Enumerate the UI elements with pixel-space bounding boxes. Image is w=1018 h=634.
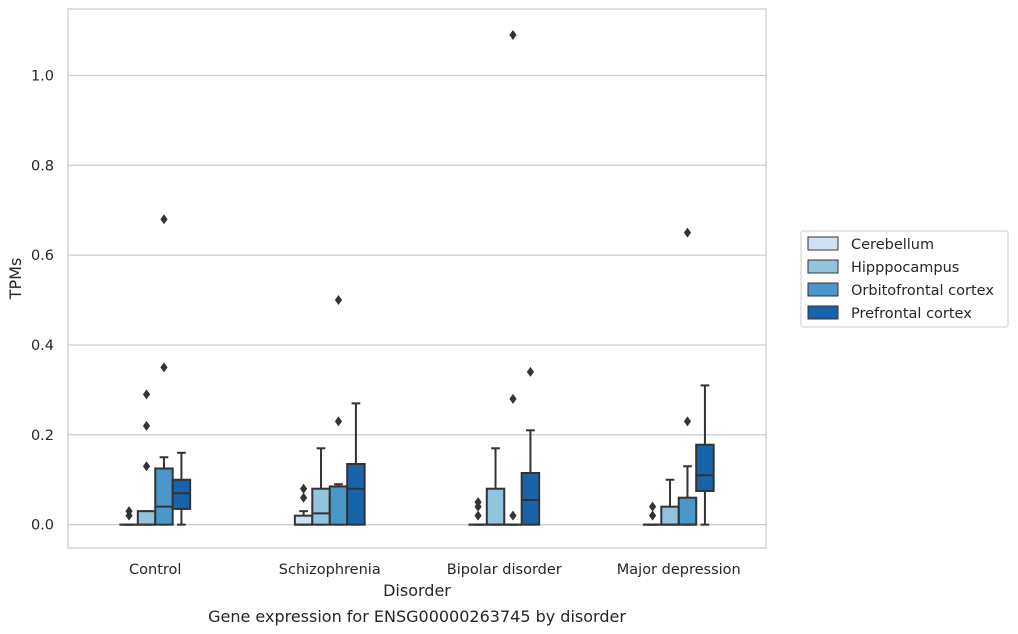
outlier-point [509,30,517,41]
outlier-point [474,497,482,508]
y-tick-label: 0.4 [31,338,54,354]
box [677,496,698,526]
box [171,478,192,510]
box-plot [346,402,366,526]
box-plot [660,478,680,526]
outlier-point [334,295,343,306]
legend-swatch-prefrontal [807,305,839,320]
y-tick-label: 0.8 [31,158,54,174]
outlier-point [648,510,657,521]
outlier-point [142,420,151,431]
x-tick-labels: Control Schizophrenia Bipolar disorder Majo… [129,562,741,578]
box-plots [119,30,715,526]
box-plot [695,384,715,526]
legend-swatch-hippocampus [807,259,839,274]
x-tick-label: Control [129,562,181,578]
y-tick-label: 0.6 [31,248,54,264]
x-tick-label: Bipolar disorder [447,562,562,578]
box [293,514,314,526]
box [346,463,366,526]
legend-label-cerebellum: Cerebellum [851,237,934,253]
box-plot [171,451,192,526]
outlier-point [125,506,133,517]
chart-caption: Gene expression for ENSG00000263745 by d… [208,607,626,626]
outlier-point [648,501,657,512]
box [660,505,680,526]
outlier-point [526,366,535,377]
outlier-point [142,461,151,472]
box-plot [311,447,331,526]
legend-swatch-cerebellum [807,236,839,251]
legend-label-hippocampus: Hipppocampus [851,260,959,276]
x-axis-title: Disorder [383,581,451,600]
box [154,467,174,526]
box [136,510,157,526]
box [520,471,541,526]
box [328,485,349,526]
box-plot [293,483,314,526]
outlier-point [474,510,482,521]
legend-label-prefrontal: Prefrontal cortex [851,306,972,322]
outlier-point [299,483,308,494]
outlier-point [299,492,308,503]
legend-label-orbitofrontal: Orbitofrontal cortex [851,283,994,299]
box [311,487,331,526]
legend-swatch-orbitofrontal [807,282,839,297]
x-tick-label: Schizophrenia [279,562,381,578]
outlier-point [160,214,168,225]
outlier-point [683,416,692,427]
legend: Cerebellum Hipppocampus Orbitofrontal co… [800,230,1009,328]
y-axis-title: TPMs [6,258,25,301]
outlier-point [683,227,692,238]
box-plot [677,227,698,526]
outlier-point [334,416,343,427]
y-tick-label: 0.2 [31,428,54,444]
box-plot [119,506,139,526]
y-tick-label: 1.0 [31,68,54,84]
outlier-point [509,393,517,404]
outlier-point [509,510,517,521]
box [695,443,715,492]
y-tick-label: 0.0 [31,518,54,534]
box-plot [520,366,541,526]
legend-frame [800,230,1009,328]
x-tick-label: Major depression [617,562,741,578]
plot-area-frame [67,8,767,549]
y-tick-labels: 0.0 0.2 0.4 0.6 0.8 1.0 [31,68,54,533]
box-plot [485,447,506,526]
outlier-point [160,362,168,373]
box [485,487,506,526]
outlier-point [142,389,151,400]
